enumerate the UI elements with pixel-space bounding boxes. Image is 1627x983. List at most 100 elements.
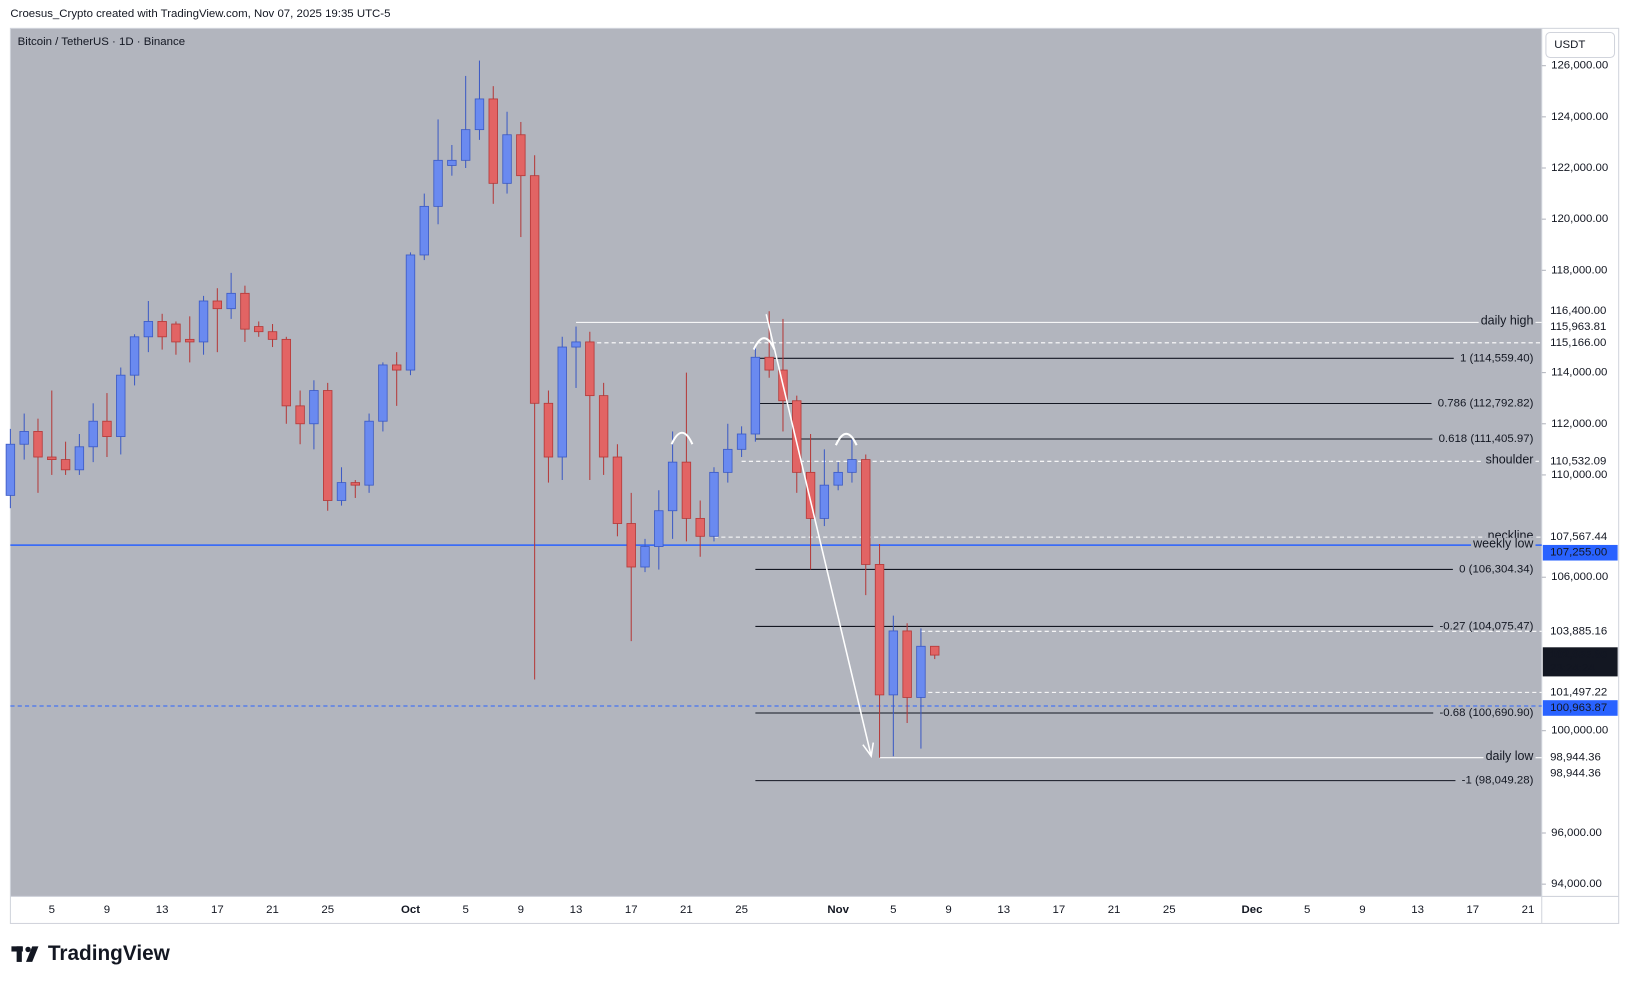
x-tick-label: 17 (211, 904, 224, 916)
candle-body (5, 443, 16, 496)
shoulder-arc (834, 432, 858, 446)
candle-body (171, 323, 181, 343)
candle-body (323, 390, 333, 501)
price-tag-label: 103,885.16 (1550, 625, 1607, 637)
y-tick-label: 122,000.00 (1551, 162, 1608, 174)
y-tick-label: 120,000.00 (1551, 213, 1608, 225)
logo: TradingView (11, 942, 171, 965)
candle-body (33, 431, 43, 458)
candle-body (861, 459, 871, 565)
candle-body (695, 517, 705, 537)
candle-body (930, 645, 940, 656)
candle-body (60, 459, 71, 471)
candle-body (543, 402, 554, 458)
price-tag-label: 116,400.00 (1550, 305, 1606, 317)
candle-body (819, 484, 830, 519)
price-tag-label: 107,567.44 (1550, 531, 1608, 543)
drawings (670, 314, 875, 759)
x-tick-label: 13 (156, 904, 169, 916)
x-tick-label: 21 (1522, 904, 1535, 916)
candle-body (74, 446, 85, 471)
candle-body (378, 364, 388, 422)
candle-body (598, 395, 609, 458)
candle-body (585, 341, 595, 397)
x-tick-label: 5 (890, 904, 896, 916)
candle-body (116, 374, 126, 437)
candle-body (88, 420, 98, 448)
candle-body (474, 98, 485, 131)
y-tick-label: 106,000.00 (1551, 571, 1608, 583)
price-tag (1542, 303, 1618, 320)
candle-body (626, 523, 636, 568)
candle-body (129, 336, 140, 376)
candle-body (185, 338, 195, 343)
x-tick-label: 17 (625, 904, 638, 916)
x-tick-label: 9 (104, 904, 110, 916)
trend-arrow (765, 314, 872, 757)
fib-label: 0 (106,304.34) (1459, 563, 1533, 575)
candle-body (19, 431, 29, 445)
symbol-title: Bitcoin / TetherUS · 1D · Binance (18, 36, 185, 48)
shoulder-arc (670, 431, 694, 445)
head-arc (752, 337, 776, 351)
logo-icon (16, 946, 22, 962)
candle-body (391, 364, 402, 371)
candle-body (240, 292, 250, 330)
currency-box[interactable] (1545, 31, 1616, 58)
currency[interactable]: USDT (1554, 39, 1585, 51)
candle-body (267, 331, 278, 340)
candle-body (502, 134, 512, 184)
x-tick-label: 21 (680, 904, 693, 916)
candle-body (447, 159, 457, 166)
candle-body (874, 564, 885, 696)
candle-body (419, 205, 429, 256)
level-label-bg (1478, 315, 1536, 329)
candle-body (198, 300, 209, 343)
candle-body (833, 471, 843, 486)
level-label-bg (1471, 537, 1536, 552)
x-tick-label: 9 (1359, 904, 1365, 916)
price-tag (1542, 334, 1618, 351)
candle-body (350, 482, 360, 486)
x-tick-label: 5 (49, 904, 55, 916)
candle-body (681, 461, 692, 519)
price-tag-label: 110,532.09 (1550, 455, 1606, 467)
fib-label: 0.618 (111,405.97) (1439, 433, 1534, 445)
logo-icon (25, 946, 31, 953)
level-label-bg (1483, 454, 1536, 468)
level-label: daily high (1481, 314, 1534, 328)
x-tick-label: 13 (1411, 904, 1424, 916)
candle-body (612, 456, 623, 524)
y-tick-label: 114,000.00 (1551, 367, 1607, 379)
candle-body (405, 254, 416, 371)
y-tick-label: 118,000.00 (1551, 264, 1607, 276)
price-tag (1542, 749, 1618, 766)
price-tag (1542, 684, 1618, 701)
x-tick-label: 5 (1304, 904, 1310, 916)
price-tag-label: 98,944.36 (1550, 767, 1601, 779)
candle-body (102, 420, 112, 437)
candle-body (888, 630, 899, 696)
y-tick-label: 126,000.00 (1551, 60, 1608, 72)
y-tick-label: 100,000.00 (1551, 725, 1608, 737)
price-tag-label: 101,497.22 (1550, 686, 1607, 698)
x-tick-label: 13 (997, 904, 1010, 916)
candle-body (433, 159, 443, 207)
candle-body (254, 326, 264, 333)
price-tag (1542, 544, 1618, 561)
x-tick-label: 9 (518, 904, 524, 916)
plot-bg (10, 28, 1542, 897)
fib-label: 1 (114,559.40) (1460, 352, 1534, 364)
candle-body (212, 300, 223, 310)
price-tag-label: 102,955.65 (1550, 649, 1608, 661)
candle-body (640, 546, 650, 568)
price-tag (1542, 647, 1618, 677)
candle-body (157, 321, 167, 338)
candle-body (295, 405, 305, 425)
x-tick-label: 5 (462, 904, 468, 916)
level-label: weekly low (1472, 536, 1534, 550)
candle-body (847, 459, 857, 473)
